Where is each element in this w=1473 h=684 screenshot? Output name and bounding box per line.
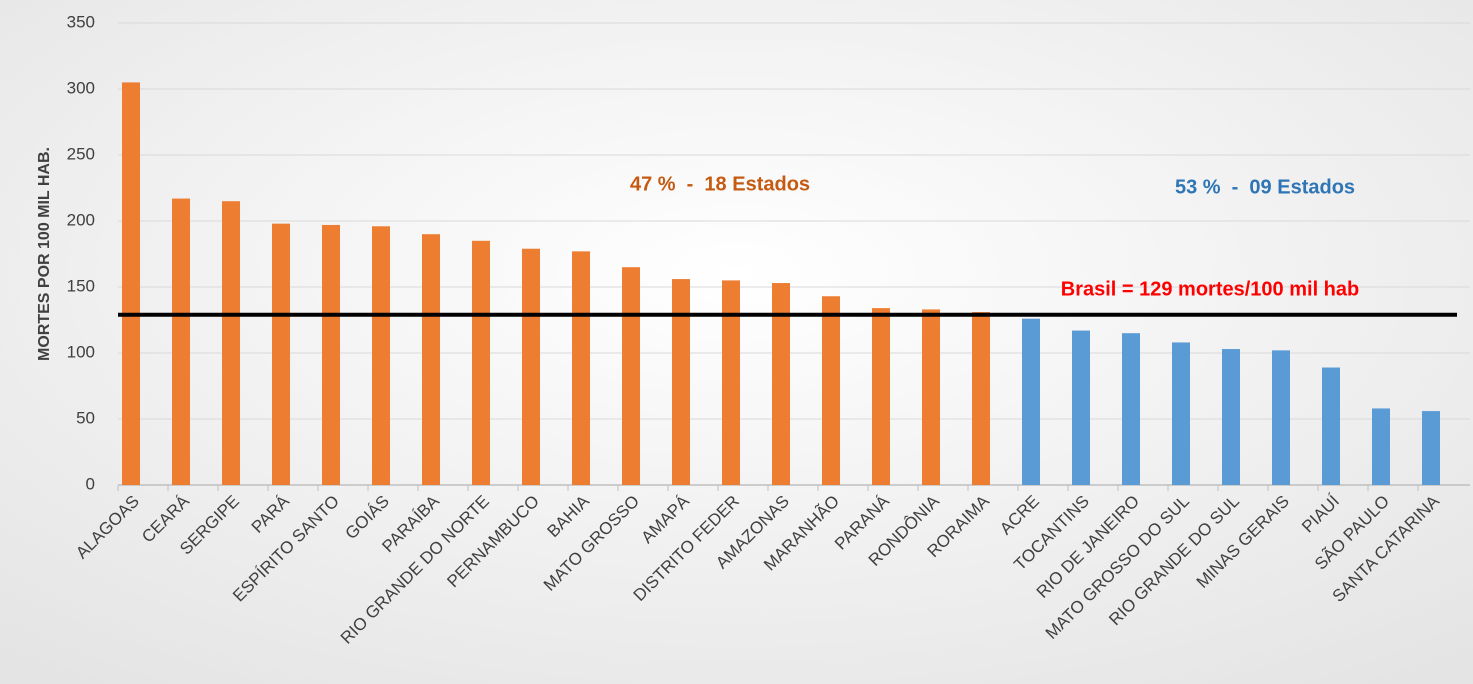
- bar: [822, 296, 840, 485]
- bar: [1122, 333, 1140, 485]
- y-tick-label: 300: [67, 78, 95, 97]
- reference-label: Brasil = 129 mortes/100 mil hab: [1061, 278, 1360, 300]
- y-axis-label: MORTES POR 100 MIL HAB.: [36, 147, 53, 361]
- bar: [222, 201, 240, 485]
- bar: [1172, 342, 1190, 485]
- bar: [272, 223, 290, 485]
- bar: [572, 251, 590, 485]
- bar: [172, 198, 190, 485]
- annotation: 53 % - 09 Estados: [1175, 176, 1355, 198]
- bar: [1322, 367, 1340, 485]
- y-tick-label: 0: [86, 474, 95, 493]
- bar: [322, 224, 340, 485]
- bar: [772, 283, 790, 485]
- annotation: 47 % - 18 Estados: [630, 173, 810, 195]
- bar: [872, 308, 890, 485]
- bar: [922, 309, 940, 485]
- y-tick-label: 100: [67, 342, 95, 361]
- bar: [1022, 318, 1040, 485]
- bar: [122, 82, 140, 486]
- bar: [972, 312, 990, 485]
- bar: [1272, 350, 1290, 485]
- bar: [1072, 330, 1090, 485]
- bar: [1422, 411, 1440, 485]
- bar: [722, 280, 740, 485]
- bar: [622, 267, 640, 485]
- bar: [372, 226, 390, 485]
- y-tick-label: 350: [67, 12, 95, 31]
- bar: [1372, 408, 1390, 485]
- bar: [1222, 349, 1240, 485]
- y-tick-label: 150: [67, 276, 95, 295]
- bar: [672, 279, 690, 485]
- bar: [472, 240, 490, 485]
- bar: [522, 248, 540, 485]
- y-tick-label: 50: [76, 408, 95, 427]
- bar: [422, 234, 440, 485]
- y-tick-label: 200: [67, 210, 95, 229]
- y-tick-label: 250: [67, 144, 95, 163]
